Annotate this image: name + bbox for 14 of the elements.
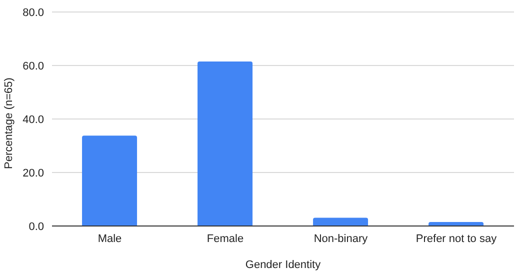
x-tick-label: Male (98, 232, 122, 245)
y-axis-title: Percentage (n=65) (2, 78, 15, 169)
bar (82, 136, 138, 226)
bar (198, 61, 253, 226)
x-tick-label: Prefer not to say (416, 232, 498, 245)
bar (313, 218, 368, 226)
y-tick-label: 0.0 (28, 220, 44, 233)
x-tick-label: Non-binary (314, 232, 368, 245)
x-tick-label: Female (206, 232, 244, 245)
x-axis-title: Gender Identity (245, 259, 322, 271)
y-tick-label: 80.0 (22, 6, 44, 19)
y-tick-label: 20.0 (22, 167, 44, 180)
y-tick-label: 60.0 (22, 60, 44, 72)
y-tick-label: 40.0 (22, 114, 44, 126)
